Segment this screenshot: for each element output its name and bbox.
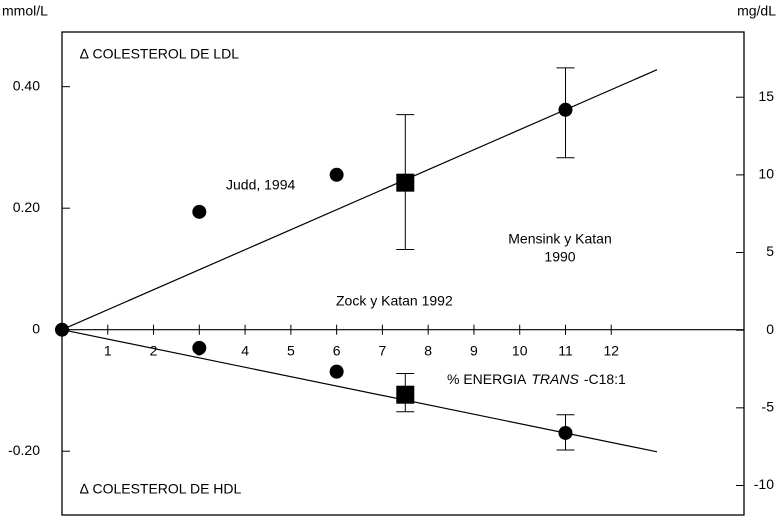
circle-point xyxy=(329,167,344,182)
square-point xyxy=(396,385,415,404)
circle-point xyxy=(55,322,69,337)
y-tick-label: 0.40 xyxy=(13,77,40,93)
annotation: ∆ COLESTEROL DE HDL xyxy=(80,481,242,497)
y2-tick-label: 15 xyxy=(758,88,774,104)
circle-point xyxy=(558,425,573,440)
y2-tick-label: 0 xyxy=(766,321,774,337)
y2-tick-label: -5 xyxy=(762,399,775,415)
x-axis-label-part: -C18:1 xyxy=(584,371,626,387)
x-tick-label: 7 xyxy=(379,342,387,358)
x-axis-label-part: % ENERGIA xyxy=(447,371,527,387)
x-tick-label: 4 xyxy=(241,342,249,358)
annotation: 1990 xyxy=(544,249,575,265)
y2-tick-label: 5 xyxy=(766,243,774,259)
x-tick-label: 9 xyxy=(470,342,478,358)
x-tick-label: 5 xyxy=(287,342,295,358)
annotation: Mensink y Katan xyxy=(508,231,612,247)
y-axis-label: mmol/L xyxy=(2,3,48,19)
y2-axis-label: mg/dL xyxy=(737,3,776,19)
circle-point xyxy=(192,340,207,355)
x-axis-label-part: TRANS xyxy=(531,371,579,387)
x-tick-label: 10 xyxy=(512,342,528,358)
fit-line xyxy=(61,329,658,453)
x-tick-label: 2 xyxy=(150,342,158,358)
y2-tick-label: -10 xyxy=(754,476,774,492)
circle-point xyxy=(329,364,344,379)
annotation: Judd, 1994 xyxy=(226,177,295,193)
x-tick-label: 8 xyxy=(424,342,432,358)
x-tick-label: 11 xyxy=(558,342,573,358)
x-axis-label: % ENERGIA TRANS -C18:1 xyxy=(447,371,626,387)
square-point xyxy=(396,173,415,192)
circle-point xyxy=(192,204,207,219)
annotation: Zock y Katan 1992 xyxy=(336,293,453,309)
y-tick-label: 0 xyxy=(32,320,40,336)
circle-point xyxy=(558,102,573,117)
plot-frame xyxy=(61,31,745,516)
annotation: ∆ COLESTEROL DE LDL xyxy=(80,46,239,62)
y-tick-label: 0.20 xyxy=(13,199,40,215)
x-tick-label: 6 xyxy=(333,342,341,358)
x-tick-label: 1 xyxy=(104,342,112,358)
y2-tick-label: 10 xyxy=(758,166,774,182)
fit-line xyxy=(61,69,658,331)
x-tick-label: 12 xyxy=(603,342,619,358)
y-tick-label: -0.20 xyxy=(8,442,40,458)
